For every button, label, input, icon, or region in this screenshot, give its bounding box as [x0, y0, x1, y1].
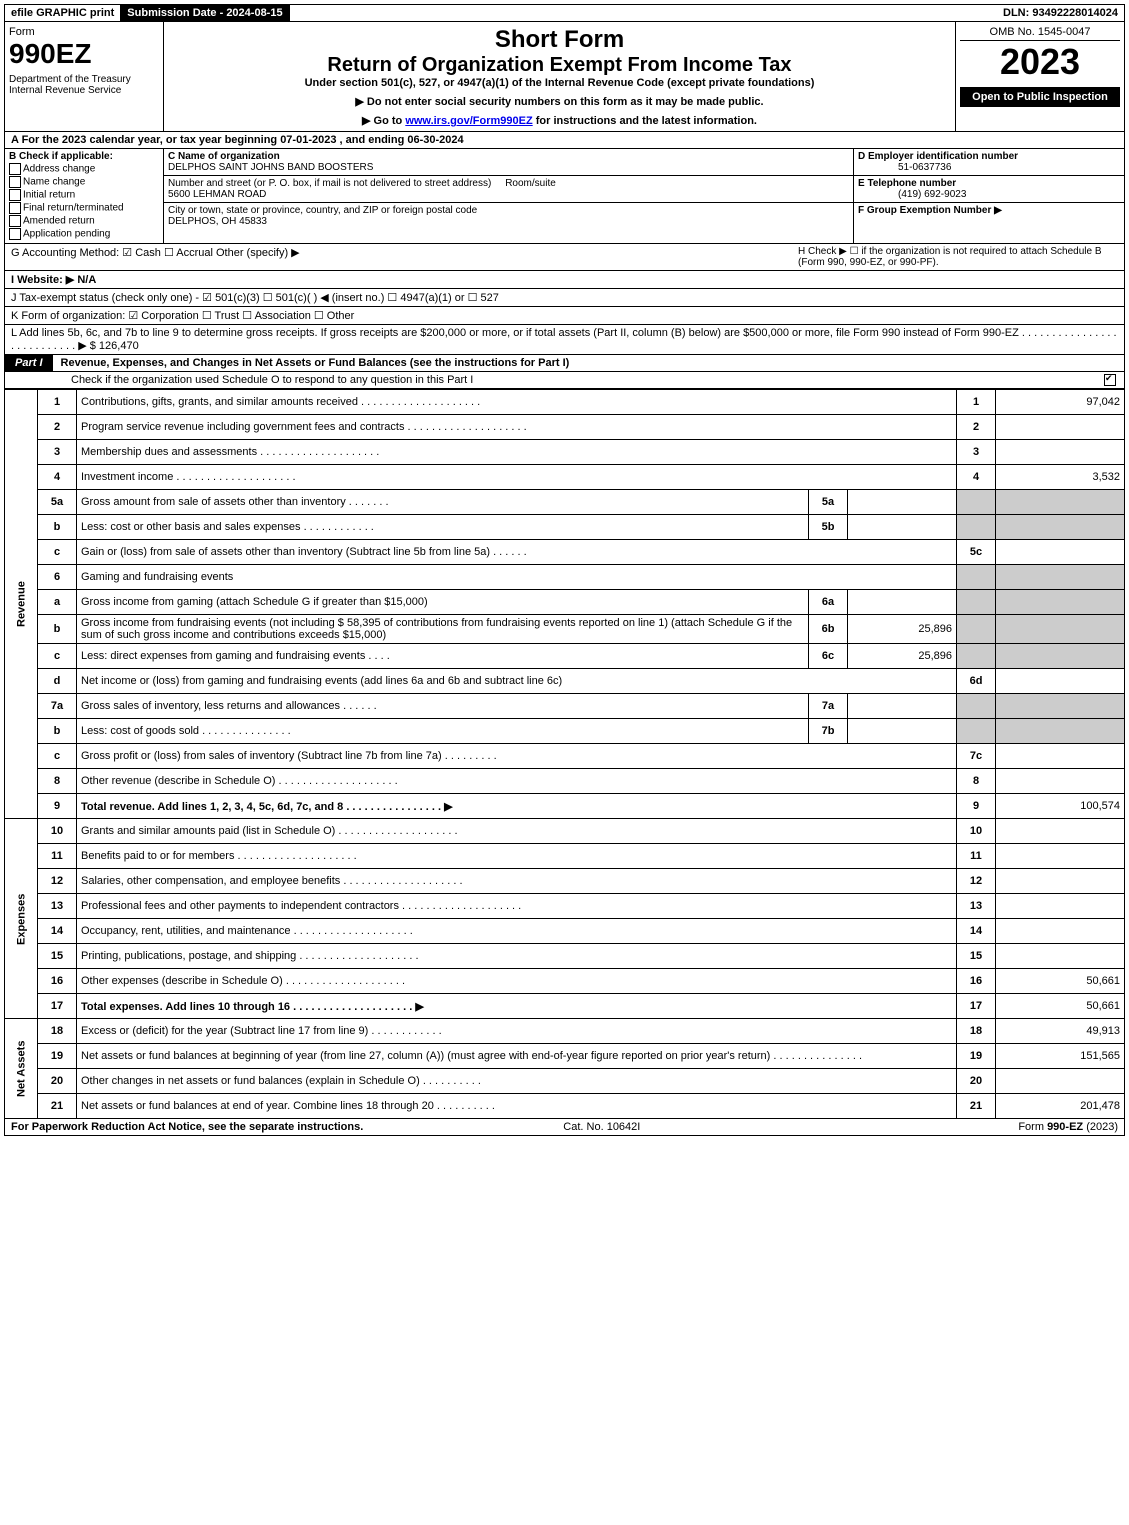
C-street: Number and street (or P. O. box, if mail… [164, 176, 853, 203]
row-1: Revenue 1Contributions, gifts, grants, a… [5, 390, 1125, 415]
chk-pending: Application pending [9, 228, 159, 240]
line-J: J Tax-exempt status (check only one) - ☑… [4, 289, 1125, 307]
row-12: 12Salaries, other compensation, and empl… [5, 869, 1125, 894]
row-13: 13Professional fees and other payments t… [5, 894, 1125, 919]
open-inspection: Open to Public Inspection [960, 87, 1120, 107]
note-ssn: ▶ Do not enter social security numbers o… [168, 95, 951, 108]
part1-checkbox [1104, 374, 1116, 386]
line-I: I Website: ▶ N/A [4, 271, 1125, 289]
row-8: 8Other revenue (describe in Schedule O)8 [5, 769, 1125, 794]
row-6: 6Gaming and fundraising events [5, 565, 1125, 590]
row-9: 9Total revenue. Add lines 1, 2, 3, 4, 5c… [5, 794, 1125, 819]
row-5a: 5aGross amount from sale of assets other… [5, 490, 1125, 515]
chk-amended: Amended return [9, 215, 159, 227]
C-name: C Name of organization DELPHOS SAINT JOH… [164, 149, 853, 176]
tax-year: 2023 [960, 41, 1120, 83]
part1-title: Revenue, Expenses, and Changes in Net As… [53, 357, 570, 369]
header-right: OMB No. 1545-0047 2023 Open to Public In… [955, 22, 1124, 131]
chk-final: Final return/terminated [9, 202, 159, 214]
dept: Department of the Treasury Internal Reve… [9, 74, 159, 96]
side-revenue: Revenue [5, 390, 38, 819]
col-B: B Check if applicable: Address change Na… [5, 149, 164, 243]
chk-name: Name change [9, 176, 159, 188]
row-19: 19Net assets or fund balances at beginni… [5, 1044, 1125, 1069]
irs-link[interactable]: www.irs.gov/Form990EZ [405, 115, 532, 127]
line-H: H Check ▶ ☐ if the organization is not r… [798, 246, 1118, 268]
row-3: 3Membership dues and assessments3 [5, 440, 1125, 465]
col-CDEF: C Name of organization DELPHOS SAINT JOH… [164, 149, 1124, 243]
part1-check: Check if the organization used Schedule … [4, 372, 1125, 389]
B-label: B Check if applicable: [9, 151, 113, 162]
form-number: 990EZ [9, 38, 159, 70]
submission-date: Submission Date - 2024-08-15 [121, 5, 289, 21]
row-2: 2Program service revenue including gover… [5, 415, 1125, 440]
row-16: 16Other expenses (describe in Schedule O… [5, 969, 1125, 994]
row-21: 21Net assets or fund balances at end of … [5, 1094, 1125, 1119]
footer-mid: Cat. No. 10642I [563, 1121, 640, 1133]
note-link: ▶ Go to www.irs.gov/Form990EZ for instru… [168, 114, 951, 127]
footer-left: For Paperwork Reduction Act Notice, see … [11, 1121, 363, 1133]
line-A: A For the 2023 calendar year, or tax yea… [4, 132, 1125, 149]
row-5b: bLess: cost or other basis and sales exp… [5, 515, 1125, 540]
row-6c: cLess: direct expenses from gaming and f… [5, 644, 1125, 669]
row-GH: G Accounting Method: ☑ Cash ☐ Accrual Ot… [4, 244, 1125, 271]
C-city: City or town, state or province, country… [164, 203, 853, 229]
side-netassets: Net Assets [5, 1019, 38, 1119]
side-expenses: Expenses [5, 819, 38, 1019]
row-15: 15Printing, publications, postage, and s… [5, 944, 1125, 969]
E-phone: E Telephone number (419) 692-9023 [854, 176, 1124, 203]
org-city: DELPHOS, OH 45833 [168, 216, 267, 227]
col-C: C Name of organization DELPHOS SAINT JOH… [164, 149, 854, 243]
row-10: Expenses 10Grants and similar amounts pa… [5, 819, 1125, 844]
org-name: DELPHOS SAINT JOHNS BAND BOOSTERS [168, 162, 373, 173]
row-7c: cGross profit or (loss) from sales of in… [5, 744, 1125, 769]
lines-table: Revenue 1Contributions, gifts, grants, a… [4, 389, 1125, 1119]
D-ein: D Employer identification number 51-0637… [854, 149, 1124, 176]
row-4: 4Investment income43,532 [5, 465, 1125, 490]
header-left: Form 990EZ Department of the Treasury In… [5, 22, 164, 131]
row-7b: bLess: cost of goods sold . . . . . . . … [5, 719, 1125, 744]
footer: For Paperwork Reduction Act Notice, see … [4, 1119, 1125, 1136]
row-20: 20Other changes in net assets or fund ba… [5, 1069, 1125, 1094]
dln: DLN: 93492228014024 [997, 5, 1124, 21]
main-title: Return of Organization Exempt From Incom… [168, 54, 951, 77]
row-6a: aGross income from gaming (attach Schedu… [5, 590, 1125, 615]
chk-address: Address change [9, 163, 159, 175]
info-grid: B Check if applicable: Address change Na… [4, 149, 1125, 244]
header: Form 990EZ Department of the Treasury In… [4, 22, 1125, 132]
part1-header: Part I Revenue, Expenses, and Changes in… [4, 355, 1125, 372]
F-group: F Group Exemption Number ▶ [854, 203, 1124, 218]
row-17: 17Total expenses. Add lines 10 through 1… [5, 994, 1125, 1019]
subtitle: Under section 501(c), 527, or 4947(a)(1)… [168, 77, 951, 89]
omb: OMB No. 1545-0047 [960, 26, 1120, 41]
row-6d: dNet income or (loss) from gaming and fu… [5, 669, 1125, 694]
part1-tab: Part I [5, 355, 53, 371]
row-14: 14Occupancy, rent, utilities, and mainte… [5, 919, 1125, 944]
row-6b: bGross income from fundraising events (n… [5, 615, 1125, 644]
form-label: Form [9, 26, 159, 38]
top-bar: efile GRAPHIC print Submission Date - 20… [4, 4, 1125, 22]
header-center: Short Form Return of Organization Exempt… [164, 22, 955, 131]
org-street: 5600 LEHMAN ROAD [168, 189, 266, 200]
row-11: 11Benefits paid to or for members11 [5, 844, 1125, 869]
row-18: Net Assets 18Excess or (deficit) for the… [5, 1019, 1125, 1044]
efile-label: efile GRAPHIC print [5, 5, 121, 21]
row-5c: cGain or (loss) from sale of assets othe… [5, 540, 1125, 565]
line-L: L Add lines 5b, 6c, and 7b to line 9 to … [4, 325, 1125, 355]
short-form: Short Form [168, 26, 951, 54]
footer-right: Form 990-EZ (2023) [1018, 1121, 1118, 1133]
line-K: K Form of organization: ☑ Corporation ☐ … [4, 307, 1125, 325]
col-DEF: D Employer identification number 51-0637… [854, 149, 1124, 243]
row-7a: 7aGross sales of inventory, less returns… [5, 694, 1125, 719]
chk-initial: Initial return [9, 189, 159, 201]
line-G: G Accounting Method: ☑ Cash ☐ Accrual Ot… [11, 246, 798, 268]
